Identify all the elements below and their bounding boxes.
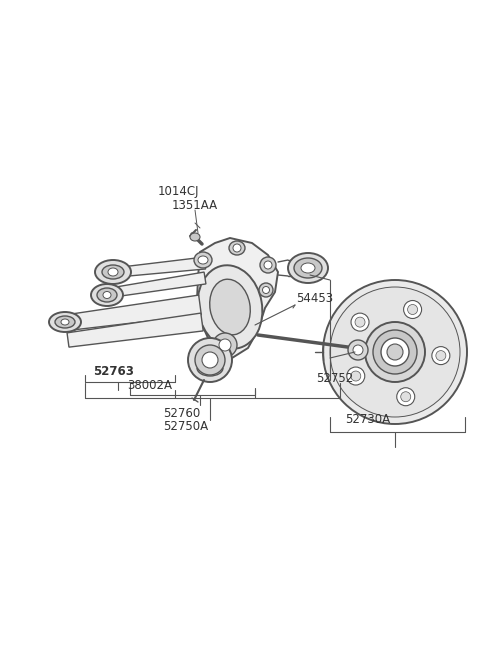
Ellipse shape [387, 344, 403, 360]
Ellipse shape [95, 260, 131, 284]
Text: 52752: 52752 [316, 372, 353, 385]
Ellipse shape [401, 392, 411, 402]
Ellipse shape [213, 333, 237, 357]
Text: 1014CJ: 1014CJ [158, 185, 200, 198]
Text: 52750A: 52750A [163, 420, 208, 433]
Ellipse shape [351, 313, 369, 331]
Polygon shape [114, 272, 206, 297]
Ellipse shape [432, 346, 450, 365]
Ellipse shape [97, 288, 117, 302]
Ellipse shape [301, 263, 315, 273]
Text: 38002A: 38002A [127, 379, 172, 392]
Ellipse shape [188, 338, 232, 382]
Ellipse shape [49, 312, 81, 332]
Ellipse shape [233, 244, 241, 252]
Ellipse shape [288, 253, 328, 283]
Ellipse shape [365, 322, 425, 382]
Ellipse shape [263, 286, 269, 293]
Ellipse shape [190, 233, 200, 241]
Ellipse shape [55, 316, 75, 328]
Polygon shape [120, 257, 205, 277]
Text: 52763: 52763 [93, 365, 134, 378]
Ellipse shape [259, 283, 273, 297]
Ellipse shape [198, 256, 208, 264]
Ellipse shape [381, 338, 409, 366]
Ellipse shape [397, 388, 415, 405]
Ellipse shape [347, 367, 365, 385]
Ellipse shape [210, 279, 250, 335]
Ellipse shape [348, 340, 368, 360]
Polygon shape [67, 313, 203, 347]
Polygon shape [71, 295, 201, 330]
Text: 52760: 52760 [163, 407, 200, 420]
Ellipse shape [264, 261, 272, 269]
Ellipse shape [330, 287, 460, 417]
Ellipse shape [198, 265, 263, 348]
Ellipse shape [61, 319, 69, 325]
Ellipse shape [229, 241, 245, 255]
Ellipse shape [353, 345, 363, 355]
Ellipse shape [350, 343, 362, 353]
Ellipse shape [404, 301, 421, 318]
Ellipse shape [260, 257, 276, 273]
Ellipse shape [219, 339, 231, 351]
Ellipse shape [373, 330, 417, 374]
Ellipse shape [194, 252, 212, 268]
Ellipse shape [294, 258, 322, 278]
Ellipse shape [108, 268, 118, 276]
Ellipse shape [355, 317, 365, 327]
Ellipse shape [91, 284, 123, 306]
Ellipse shape [102, 265, 124, 279]
Ellipse shape [195, 345, 225, 375]
Text: 1351AA: 1351AA [172, 199, 218, 212]
Ellipse shape [202, 352, 218, 368]
Ellipse shape [408, 305, 418, 314]
Polygon shape [197, 238, 278, 358]
Text: 52730A: 52730A [345, 413, 390, 426]
Text: 54453: 54453 [296, 292, 333, 305]
Ellipse shape [436, 350, 446, 361]
Ellipse shape [323, 280, 467, 424]
Ellipse shape [103, 291, 111, 299]
Ellipse shape [351, 371, 361, 381]
